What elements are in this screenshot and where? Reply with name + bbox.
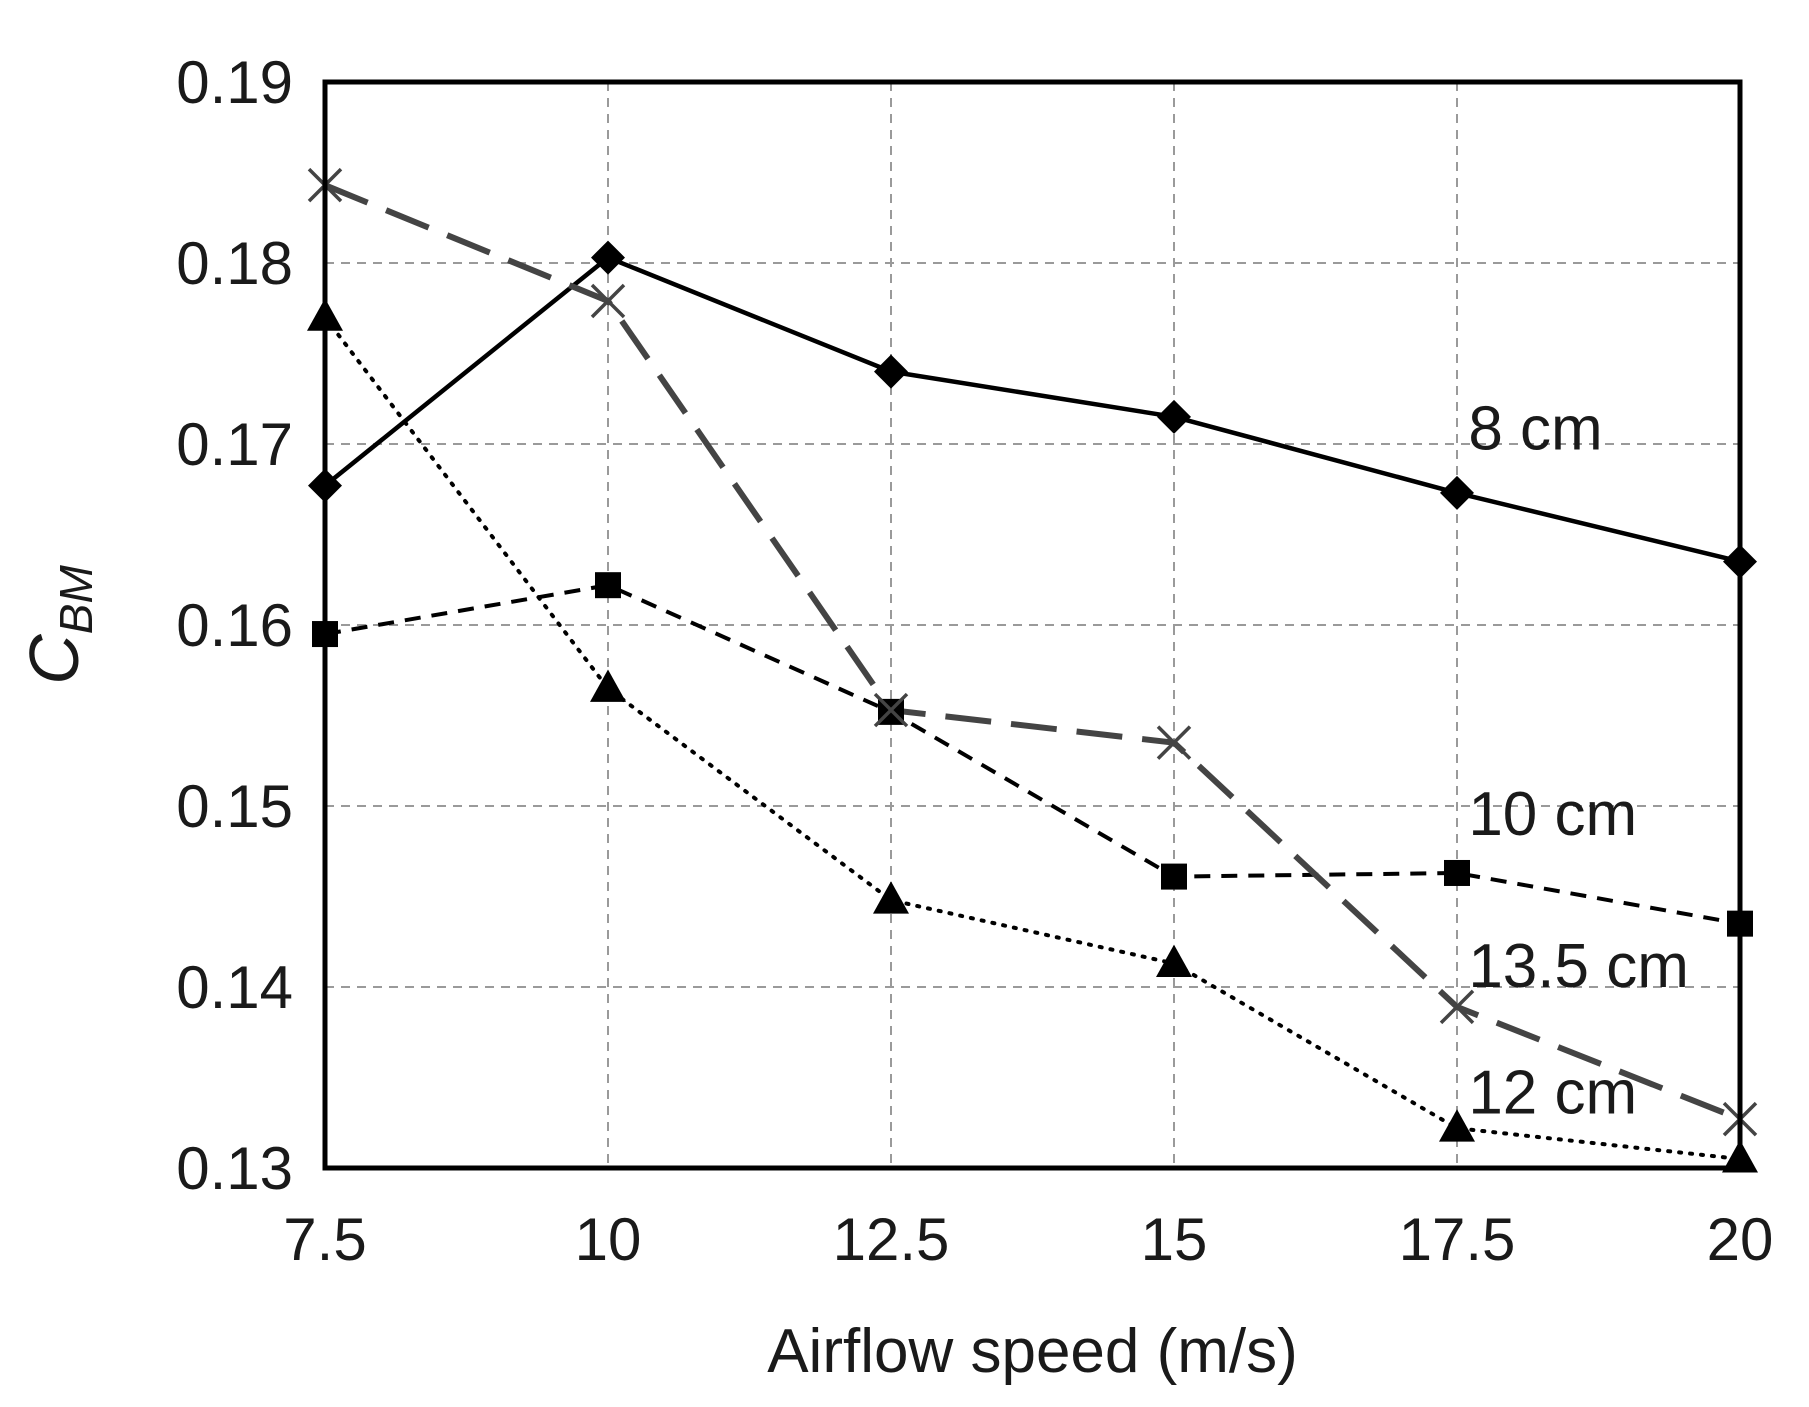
data-point-x xyxy=(873,692,909,728)
x-tick-label: 15 xyxy=(1141,1206,1208,1273)
data-point-diamond xyxy=(1157,399,1191,434)
series-label: 13.5 cm xyxy=(1468,932,1689,1001)
y-axis-title-subscript: BM xyxy=(50,565,102,635)
y-tick-label: 0.17 xyxy=(176,411,293,478)
x-axis-title: Airflow speed (m/s) xyxy=(767,1317,1298,1386)
data-point-triangle xyxy=(1156,944,1192,977)
series-labels: 8 cm 10 cm 13.5 cm 12 cm xyxy=(1468,394,1689,1127)
x-tick-label: 12.5 xyxy=(833,1206,950,1273)
data-point-triangle xyxy=(590,669,626,702)
data-point-square xyxy=(1161,863,1187,890)
series-line-10-cm xyxy=(324,583,1741,926)
y-tick-label: 0.15 xyxy=(176,773,293,840)
y-tick-label: 0.18 xyxy=(176,230,293,297)
data-point-square xyxy=(595,572,621,599)
series-layer xyxy=(323,182,1742,1161)
x-tick-label: 10 xyxy=(575,1206,642,1273)
series-label: 8 cm xyxy=(1468,394,1602,463)
series-line-8-cm xyxy=(323,255,1741,564)
data-point-triangle xyxy=(1439,1109,1475,1142)
data-point-x xyxy=(1156,725,1192,760)
data-point-diamond xyxy=(591,240,625,275)
plot-frame xyxy=(322,79,1743,1171)
tick-labels: 7.5 10 12.5 15 17.5 20 0.13 0.14 0.15 0.16 0.17 0.1… xyxy=(176,49,1773,1273)
y-tick-label: 0.16 xyxy=(176,592,293,659)
x-tick-label: 17.5 xyxy=(1399,1206,1516,1273)
y-axis-title-main: C xyxy=(15,634,93,685)
y-axis-title: CBM xyxy=(15,565,102,685)
data-point-diamond xyxy=(874,354,908,389)
data-point-square xyxy=(1444,859,1470,886)
data-point-triangle xyxy=(873,881,909,914)
data-point-x xyxy=(1439,989,1475,1025)
x-tick-label: 7.5 xyxy=(283,1206,366,1273)
y-tick-label: 0.13 xyxy=(176,1135,293,1202)
series-label: 12 cm xyxy=(1468,1059,1637,1128)
series-label: 10 cm xyxy=(1468,780,1637,849)
data-point-diamond xyxy=(1440,475,1474,510)
y-tick-label: 0.19 xyxy=(176,49,293,116)
y-tick-label: 0.14 xyxy=(176,954,293,1021)
series-line-12-cm xyxy=(323,315,1742,1161)
data-point-x xyxy=(590,283,626,319)
series-line-13-5-cm xyxy=(323,182,1742,1122)
x-tick-label: 20 xyxy=(1707,1206,1774,1273)
